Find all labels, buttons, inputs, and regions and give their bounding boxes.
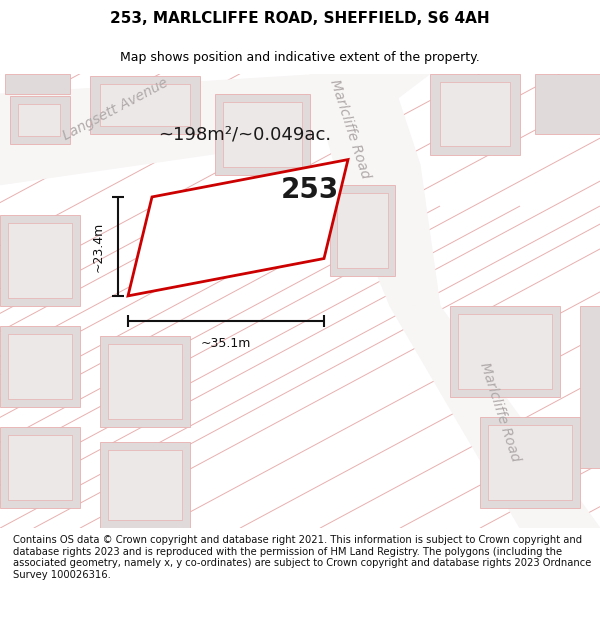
Polygon shape <box>330 185 395 276</box>
Polygon shape <box>100 84 190 126</box>
Text: ~35.1m: ~35.1m <box>201 337 251 350</box>
Text: Map shows position and indicative extent of the property.: Map shows position and indicative extent… <box>120 51 480 64</box>
Polygon shape <box>458 314 552 389</box>
Polygon shape <box>223 102 302 167</box>
Text: 253, MARLCLIFFE ROAD, SHEFFIELD, S6 4AH: 253, MARLCLIFFE ROAD, SHEFFIELD, S6 4AH <box>110 11 490 26</box>
Text: ~23.4m: ~23.4m <box>91 221 104 271</box>
Text: 253: 253 <box>281 176 339 204</box>
Polygon shape <box>108 344 182 419</box>
Polygon shape <box>0 215 80 306</box>
Polygon shape <box>0 427 80 508</box>
Polygon shape <box>440 82 510 146</box>
Polygon shape <box>535 74 600 134</box>
Text: Marlcliffe Road: Marlcliffe Road <box>328 78 373 181</box>
Polygon shape <box>0 74 430 185</box>
Polygon shape <box>215 94 310 175</box>
Text: Contains OS data © Crown copyright and database right 2021. This information is : Contains OS data © Crown copyright and d… <box>13 535 592 580</box>
Polygon shape <box>430 74 520 154</box>
Polygon shape <box>0 326 80 407</box>
Text: Marlcliffe Road: Marlcliffe Road <box>478 361 523 463</box>
Polygon shape <box>488 425 572 500</box>
Polygon shape <box>100 442 190 528</box>
Polygon shape <box>90 76 200 134</box>
Polygon shape <box>580 306 600 468</box>
Polygon shape <box>390 306 600 528</box>
Polygon shape <box>337 193 388 268</box>
Polygon shape <box>8 435 72 500</box>
Polygon shape <box>8 334 72 399</box>
Polygon shape <box>340 164 440 306</box>
Polygon shape <box>5 74 70 94</box>
Polygon shape <box>18 104 60 136</box>
Text: ~198m²/~0.049ac.: ~198m²/~0.049ac. <box>158 126 332 143</box>
Polygon shape <box>450 306 560 397</box>
Polygon shape <box>8 223 72 298</box>
Polygon shape <box>480 417 580 508</box>
Polygon shape <box>10 96 70 144</box>
Polygon shape <box>128 159 348 296</box>
Polygon shape <box>100 336 190 427</box>
Polygon shape <box>310 74 420 185</box>
Text: Langsett Avenue: Langsett Avenue <box>60 76 170 142</box>
Polygon shape <box>108 451 182 520</box>
